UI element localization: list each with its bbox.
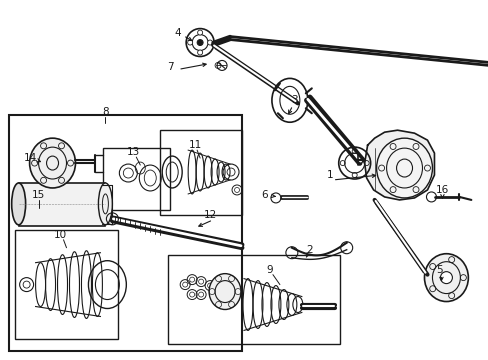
Bar [15,230,118,339]
Text: 5: 5 [435,265,442,275]
Ellipse shape [98,183,112,225]
Ellipse shape [209,274,241,310]
Ellipse shape [197,30,202,35]
Text: 10: 10 [54,230,67,240]
Ellipse shape [30,138,75,188]
Text: 2: 2 [306,245,312,255]
Ellipse shape [187,40,192,45]
Bar [160,130,242,215]
Ellipse shape [424,254,468,302]
Text: 7: 7 [166,62,173,72]
Bar [168,255,339,345]
Ellipse shape [440,272,451,284]
Bar [103,148,170,210]
Ellipse shape [12,183,25,225]
Polygon shape [364,130,433,200]
Text: 4: 4 [175,28,181,37]
Bar [19,183,105,226]
Text: 1: 1 [326,170,332,180]
Text: 11: 11 [188,140,202,150]
Text: 9: 9 [266,265,273,275]
Text: 3: 3 [291,95,298,105]
Text: 16: 16 [435,185,448,195]
Ellipse shape [207,40,212,45]
Text: 13: 13 [126,147,140,157]
Text: 12: 12 [203,210,216,220]
Text: 14: 14 [24,153,37,163]
Ellipse shape [197,40,203,45]
Text: 15: 15 [32,190,45,200]
Text: 8: 8 [102,107,108,117]
Bar [9,115,242,351]
Text: 6: 6 [261,190,268,200]
Ellipse shape [376,138,431,198]
Ellipse shape [197,50,202,55]
